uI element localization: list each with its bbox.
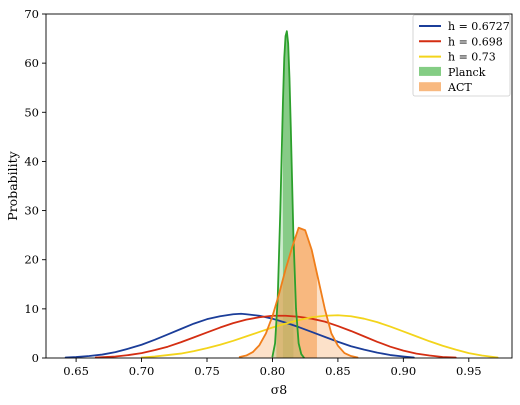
legend-label: h = 0.698 [448,35,503,48]
y-axis-label: Probability [5,150,20,220]
y-tick-label: 70 [24,7,39,21]
legend: h = 0.6727 h = 0.698 h = 0.73 Planck ACT [412,14,511,97]
area-planck [272,31,304,358]
series-line-0 [64,312,415,359]
y-tick-label: 20 [24,253,39,267]
x-tick-label: 0.95 [456,364,482,378]
y-tick-label: 0 [32,351,39,365]
band-act [276,228,317,358]
series-line-1 [94,314,457,359]
filled-distributions [239,31,358,358]
x-tick-label: 0.90 [391,364,417,378]
legend-label: Planck [448,66,486,79]
x-tick-label: 0.75 [194,364,220,378]
y-tick-label: 40 [24,154,39,168]
credible-bands [276,31,317,358]
legend-label: ACT [447,81,472,94]
series-lines [64,30,499,359]
x-tick-label: 0.80 [260,364,286,378]
series-line-2 [140,314,499,359]
x-axis-ticks: 0.65 0.70 0.75 0.80 0.85 0.90 0.95 [63,358,482,378]
y-tick-label: 50 [24,105,39,119]
x-axis-label: σ8 [271,382,288,397]
legend-swatch-planck [419,66,441,76]
plot-frame [45,13,513,359]
series-line-4 [238,226,359,359]
x-tick-label: 0.85 [325,364,351,378]
x-tick-label: 0.70 [129,364,155,378]
y-tick-label: 60 [24,56,39,70]
legend-swatch-act [419,82,441,92]
y-tick-label: 10 [24,302,39,316]
x-tick-label: 0.65 [63,364,89,378]
y-axis-ticks: 0 10 20 30 40 50 60 70 [24,7,46,365]
legend-label: h = 0.73 [448,51,496,64]
y-tick-label: 30 [24,204,39,218]
legend-label: h = 0.6727 [448,20,510,33]
series-line-3 [271,30,305,359]
